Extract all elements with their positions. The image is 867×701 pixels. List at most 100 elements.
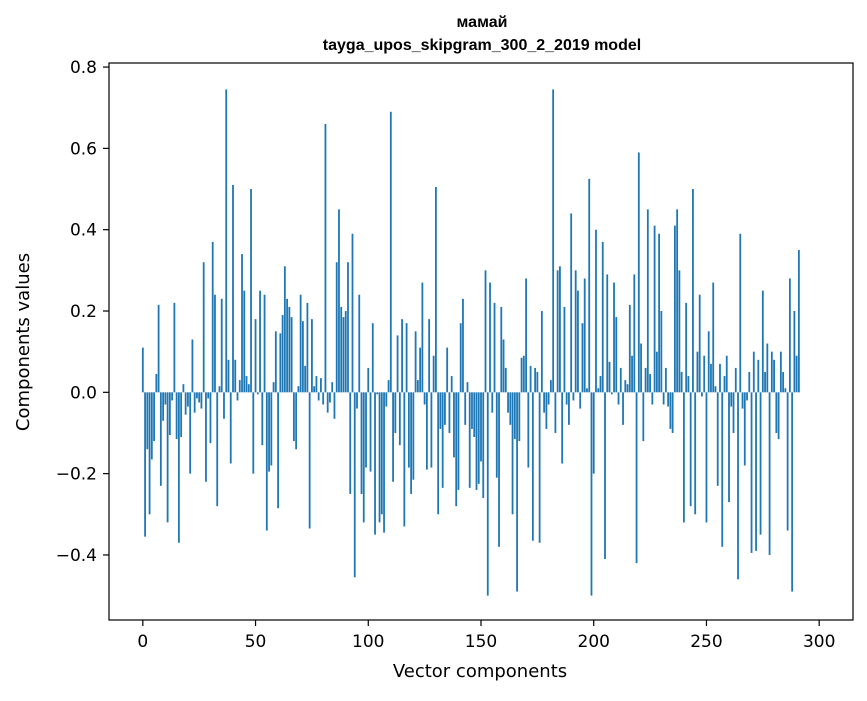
bar-78 (317, 392, 320, 401)
bar-83 (329, 392, 331, 403)
bar-166 (516, 392, 518, 592)
bar-48 (250, 189, 252, 393)
bar-109 (387, 380, 390, 393)
bar-209 (613, 282, 615, 393)
bar-0 (141, 347, 144, 393)
bar-85 (333, 392, 336, 419)
bar-158 (498, 392, 500, 547)
bar-141 (459, 323, 462, 393)
bar-41 (234, 359, 237, 393)
bar-233 (667, 392, 670, 407)
bar-102 (371, 323, 374, 393)
bar-55 (265, 392, 268, 531)
bar-129 (432, 355, 435, 393)
bar-186 (561, 392, 564, 464)
bar-190 (570, 213, 573, 393)
y-axis-label: Components values (13, 253, 34, 431)
bar-5 (153, 392, 155, 442)
bar-63 (283, 266, 286, 393)
bar-274 (759, 392, 762, 535)
bar-168 (520, 357, 523, 393)
bar-107 (383, 392, 385, 533)
y-tick-label: 0.8 (70, 58, 97, 78)
bar-198 (588, 178, 591, 393)
bar-195 (581, 323, 584, 393)
bar-214 (624, 380, 627, 393)
bar-117 (405, 323, 408, 393)
bar-267 (743, 392, 746, 466)
bar-149 (477, 392, 480, 484)
bar-151 (482, 392, 485, 499)
bar-187 (563, 306, 566, 393)
bar-162 (507, 392, 509, 413)
bar-159 (500, 306, 503, 393)
chart-subtitle: tayga_upos_skipgram_300_2_2019 model (323, 37, 641, 54)
y-tick-label: −0.2 (56, 465, 97, 485)
bar-220 (637, 152, 640, 393)
bar-240 (683, 392, 685, 523)
bar-133 (441, 392, 444, 488)
bar-225 (649, 374, 651, 393)
bar-182 (552, 89, 555, 393)
bar-22 (191, 339, 194, 393)
bar-176 (538, 392, 541, 543)
bar-257 (721, 392, 724, 547)
bar-177 (540, 311, 543, 393)
bar-66 (290, 317, 293, 393)
bar-290 (795, 355, 798, 393)
bar-154 (489, 282, 491, 393)
bar-59 (274, 331, 277, 393)
bar-222 (642, 392, 645, 442)
bars-layer (141, 89, 800, 596)
bar-89 (342, 317, 345, 393)
bar-237 (676, 209, 679, 393)
bar-167 (518, 392, 521, 442)
bar-262 (732, 392, 735, 433)
bar-125 (423, 392, 426, 405)
bar-132 (439, 392, 442, 429)
bar-77 (315, 376, 318, 393)
bar-291 (797, 250, 800, 393)
x-tick-label: 0 (137, 632, 148, 652)
y-axis-ticks: −0.4 −0.2 0.0 0.2 0.4 0.6 0.8 (56, 58, 109, 566)
bar-61 (279, 333, 282, 393)
bar-213 (622, 392, 624, 425)
bar-70 (299, 294, 302, 393)
bar-163 (509, 392, 512, 425)
bar-275 (761, 290, 764, 393)
bar-105 (378, 392, 381, 523)
bar-255 (716, 392, 719, 486)
bar-128 (430, 392, 433, 468)
bar-263 (734, 367, 737, 393)
bar-20 (187, 392, 189, 407)
bar-216 (628, 304, 631, 393)
bar-175 (536, 371, 539, 393)
bar-169 (522, 355, 525, 393)
bar-286 (786, 392, 789, 531)
bar-10 (164, 392, 167, 405)
bar-57 (270, 392, 273, 466)
bar-253 (712, 282, 715, 393)
bar-160 (502, 339, 505, 393)
bar-224 (646, 209, 649, 393)
bar-38 (227, 359, 230, 393)
bar-249 (703, 355, 706, 393)
bar-101 (369, 392, 372, 472)
bar-173 (531, 392, 534, 541)
bar-268 (746, 392, 748, 401)
bar-193 (577, 290, 579, 393)
bar-13 (171, 392, 174, 401)
bar-46 (245, 376, 248, 393)
bar-115 (401, 319, 403, 393)
bar-203 (599, 376, 602, 393)
bar-217 (631, 355, 633, 393)
bar-72 (304, 365, 307, 393)
bar-68 (295, 392, 298, 450)
bar-110 (389, 111, 392, 393)
bar-51 (256, 392, 259, 395)
bar-146 (471, 392, 473, 429)
bar-142 (462, 298, 464, 393)
bar-11 (166, 392, 169, 523)
bar-14 (173, 302, 176, 393)
bar-140 (457, 392, 460, 490)
